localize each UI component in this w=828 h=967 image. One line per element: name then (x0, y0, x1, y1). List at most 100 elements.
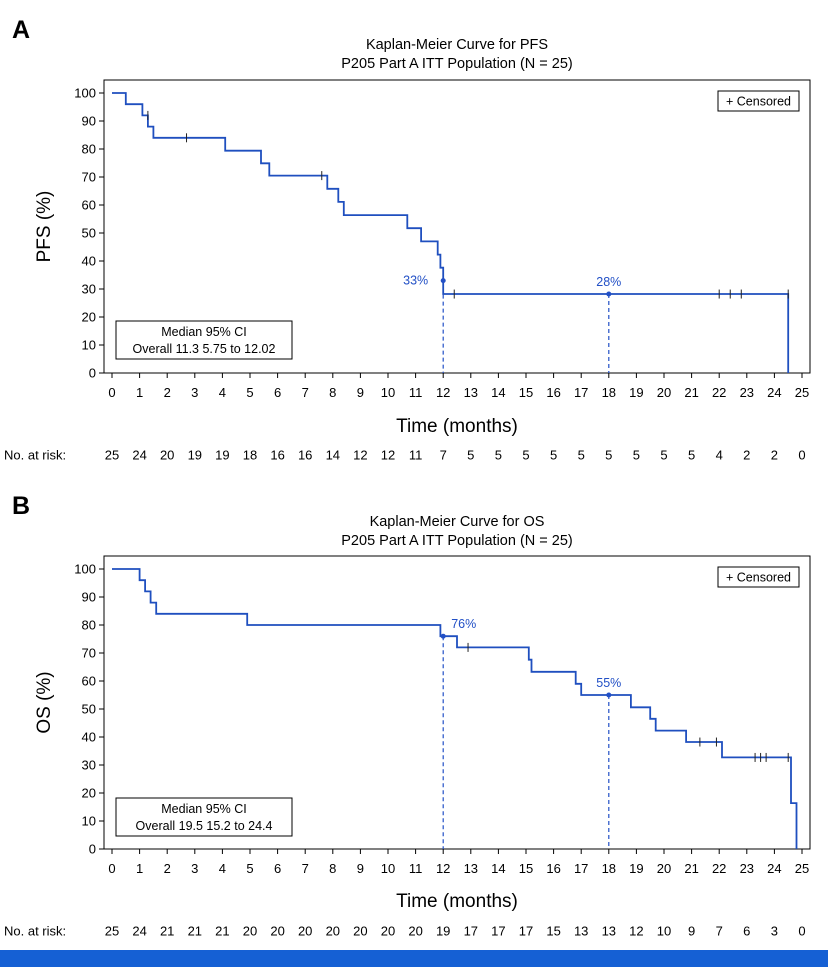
risk-count: 15 (546, 924, 560, 939)
risk-count: 5 (467, 448, 474, 463)
x-tick-label: 17 (574, 385, 588, 400)
risk-count: 13 (574, 924, 588, 939)
risk-count: 10 (657, 924, 671, 939)
risk-label: No. at risk: (4, 448, 66, 463)
x-tick-label: 3 (191, 385, 198, 400)
legend-box (717, 566, 800, 588)
risk-count: 24 (132, 448, 146, 463)
median-box-row: Overall 11.3 5.75 to 12.02 (133, 342, 276, 356)
x-tick-label: 18 (602, 385, 616, 400)
risk-count: 12 (629, 924, 643, 939)
x-tick-label: 11 (409, 385, 423, 400)
risk-count: 18 (243, 448, 257, 463)
risk-count: 17 (519, 924, 533, 939)
risk-count: 5 (578, 448, 585, 463)
risk-count: 0 (798, 924, 805, 939)
risk-count: 19 (436, 924, 450, 939)
risk-count: 17 (464, 924, 478, 939)
chart-subtitle: P205 Part A ITT Population (N = 25) (341, 56, 572, 72)
risk-count: 11 (409, 448, 423, 463)
x-tick-label: 16 (546, 861, 560, 876)
x-tick-label: 25 (795, 861, 809, 876)
x-tick-label: 24 (767, 861, 781, 876)
risk-count: 21 (215, 924, 229, 939)
x-tick-label: 5 (246, 385, 253, 400)
risk-count: 2 (771, 448, 778, 463)
x-tick-label: 22 (712, 385, 726, 400)
y-tick-label: 0 (89, 366, 96, 381)
x-tick-label: 16 (546, 385, 560, 400)
median-box-header: Median 95% CI (161, 802, 246, 816)
y-axis-label: PFS (%) (34, 191, 55, 263)
legend-censored-label: + Censored (726, 571, 791, 585)
landmark-label: 76% (451, 617, 476, 631)
y-tick-label: 30 (82, 282, 96, 297)
risk-label: No. at risk: (4, 924, 66, 939)
risk-count: 21 (188, 924, 202, 939)
x-tick-label: 5 (246, 861, 253, 876)
risk-count: 0 (798, 448, 805, 463)
x-tick-label: 19 (629, 861, 643, 876)
x-tick-label: 7 (302, 385, 309, 400)
x-tick-label: 6 (274, 385, 281, 400)
panel-b: B Kaplan-Meier Curve for OS P205 Part A IT… (4, 492, 811, 939)
risk-count: 12 (353, 448, 367, 463)
x-tick-label: 10 (381, 385, 395, 400)
x-axis-label: Time (months) (396, 891, 518, 912)
risk-count: 20 (408, 924, 422, 939)
y-tick-label: 60 (82, 198, 96, 213)
y-tick-label: 40 (82, 254, 96, 269)
legend-censored-label: + Censored (726, 95, 791, 109)
median-box (115, 797, 293, 837)
risk-count: 20 (353, 924, 367, 939)
risk-count: 20 (381, 924, 395, 939)
risk-count: 16 (298, 448, 312, 463)
y-tick-label: 90 (82, 590, 96, 605)
risk-count: 24 (132, 924, 146, 939)
x-tick-label: 13 (464, 385, 478, 400)
x-tick-label: 6 (274, 861, 281, 876)
risk-count: 2 (743, 448, 750, 463)
risk-count: 7 (716, 924, 723, 939)
y-tick-label: 20 (82, 310, 96, 325)
y-tick-label: 70 (82, 170, 96, 185)
risk-count: 25 (105, 448, 119, 463)
y-tick-label: 100 (74, 86, 96, 101)
y-tick-label: 0 (89, 842, 96, 857)
x-tick-label: 19 (629, 385, 643, 400)
risk-count: 16 (270, 448, 284, 463)
y-tick-label: 10 (82, 338, 96, 353)
y-tick-label: 50 (82, 226, 96, 241)
x-tick-label: 20 (657, 385, 671, 400)
y-tick-label: 100 (74, 562, 96, 577)
risk-count: 7 (440, 448, 447, 463)
risk-count: 17 (491, 924, 505, 939)
x-tick-label: 0 (108, 385, 115, 400)
x-tick-label: 8 (329, 385, 336, 400)
risk-count: 20 (270, 924, 284, 939)
x-tick-label: 14 (491, 861, 505, 876)
risk-count: 19 (215, 448, 229, 463)
x-tick-label: 22 (712, 861, 726, 876)
risk-count: 21 (160, 924, 174, 939)
risk-count: 5 (660, 448, 667, 463)
risk-count: 6 (743, 924, 750, 939)
landmark-label: 33% (403, 274, 428, 288)
x-tick-label: 1 (136, 861, 143, 876)
chart-subtitle: P205 Part A ITT Population (N = 25) (341, 533, 572, 549)
risk-count: 20 (326, 924, 340, 939)
y-tick-label: 80 (82, 142, 96, 157)
risk-count: 3 (771, 924, 778, 939)
y-tick-label: 90 (82, 114, 96, 129)
risk-count: 19 (188, 448, 202, 463)
x-tick-label: 10 (381, 861, 395, 876)
x-tick-label: 12 (436, 385, 450, 400)
x-tick-label: 7 (302, 861, 309, 876)
x-axis-label: Time (months) (396, 416, 518, 437)
median-box-row: Overall 19.5 15.2 to 24.4 (136, 819, 273, 833)
x-tick-label: 13 (464, 861, 478, 876)
km-curve-line (112, 568, 798, 849)
x-tick-label: 21 (684, 385, 698, 400)
panel-a: A Kaplan-Meier Curve for PFS P205 Part A I… (4, 16, 811, 463)
